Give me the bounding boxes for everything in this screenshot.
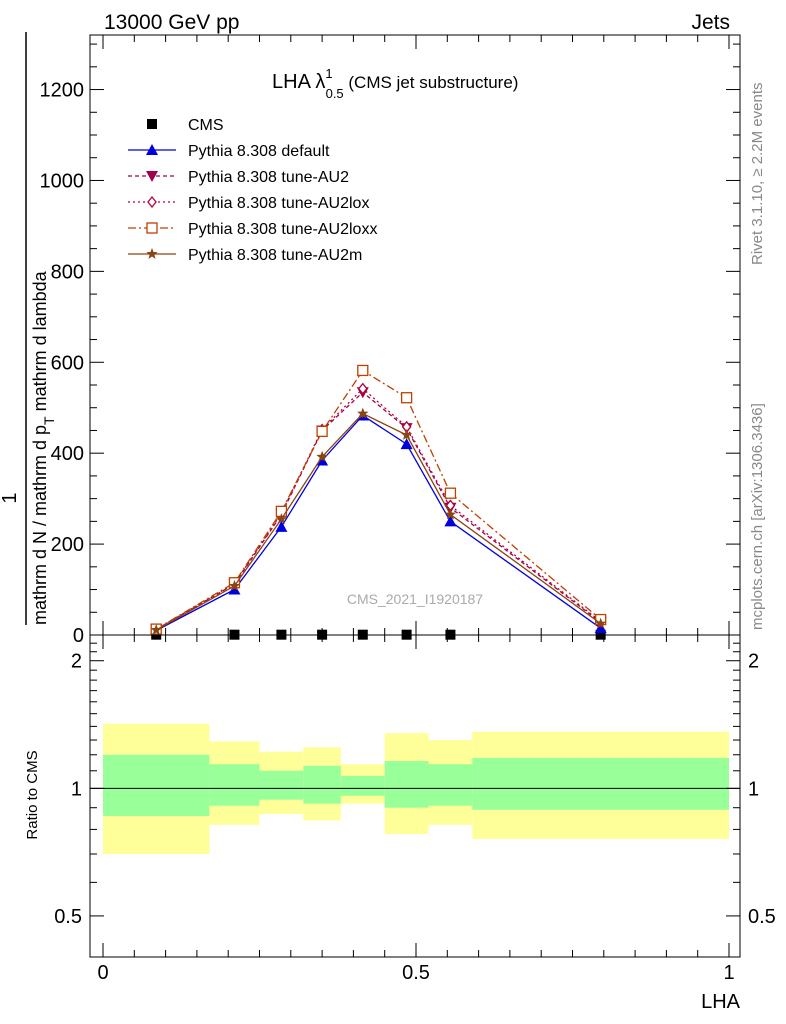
data-point	[357, 382, 368, 395]
ratio-y-tick-label-right: 2	[748, 651, 759, 673]
series-5	[150, 407, 607, 635]
y-tick-label: 600	[51, 352, 84, 374]
series-line	[155, 414, 602, 632]
chart-title: LHA λ1 0.5 (CMS jet substructure)	[272, 66, 518, 101]
rivet-label: Rivet 3.1.10, ≥ 2.2M events	[749, 83, 766, 266]
inner-band-bin	[384, 761, 429, 808]
legend-entry: Pythia 8.308 tune-AU2m	[128, 247, 362, 264]
legend-label: Pythia 8.308 tune-AU2loxx	[188, 221, 377, 238]
data-point	[444, 508, 457, 520]
data-point	[400, 392, 413, 404]
legend-entry: Pythia 8.308 tune-AU2loxx	[128, 221, 377, 238]
data-point	[400, 438, 413, 450]
legend-marker	[146, 248, 158, 259]
data-point	[357, 407, 369, 419]
ratio-y-tick-label-right: 0.5	[748, 906, 776, 928]
y-tick-label: 200	[51, 534, 84, 556]
ratio-y-label: Ratio to CMS	[24, 750, 41, 839]
x-tick-label: 0.5	[402, 962, 430, 984]
x-tick-label: 1	[723, 962, 734, 984]
y-tick-label: 1000	[40, 170, 85, 192]
legend-marker	[146, 222, 158, 234]
legend-entry: Pythia 8.308 default	[128, 143, 330, 160]
legend-label: Pythia 8.308 tune-AU2lox	[188, 195, 369, 212]
inner-band-bin	[259, 770, 304, 800]
data-point	[400, 429, 413, 440]
data-point	[150, 624, 162, 635]
legend-marker	[146, 144, 158, 155]
ratio-bands	[103, 723, 729, 854]
data-point	[316, 425, 328, 438]
data-point	[595, 617, 607, 629]
ratio-y-tick-label: 2	[71, 651, 82, 673]
x-tick-label: 0	[97, 962, 108, 984]
inner-band-bin	[103, 754, 210, 817]
legend-entry: CMS	[147, 117, 224, 134]
ratio-y-tick-label: 0.5	[54, 906, 82, 928]
ratio-y-tick-label: 1	[71, 778, 82, 800]
data-point	[444, 515, 457, 527]
x-axis-label: LHA	[701, 991, 741, 1013]
ylabel-denominator: mathrm d N / mathrm d pT mathrm d lambda	[30, 270, 57, 625]
data-point	[275, 513, 288, 524]
top-y-label: 1 mathrm d N / mathrm d pT mathrm d lamb…	[0, 32, 57, 625]
y-tick-label: 800	[51, 261, 84, 283]
ylabel-numerator: 1	[0, 492, 21, 503]
inner-band-bin	[340, 775, 385, 796]
y-tick-label: 0	[73, 625, 84, 647]
data-point	[228, 579, 241, 591]
legend-marker	[147, 195, 157, 209]
legend-label: Pythia 8.308 tune-AU2	[188, 169, 349, 186]
mcplots-label: mcplots.cern.ch [arXiv:1306.3436]	[749, 403, 766, 630]
inner-band-bin	[209, 764, 260, 806]
ratio-panel-frame	[89, 634, 741, 958]
series-line	[155, 391, 602, 631]
legend-label: Pythia 8.308 default	[188, 143, 330, 160]
data-point	[275, 520, 288, 532]
ratio-axes: 0.5 0.5 1 1 2 2 0 0.5 1	[54, 635, 776, 984]
data-point	[316, 450, 328, 462]
data-point	[444, 487, 457, 499]
header-left: 13000 GeV pp	[104, 11, 239, 34]
inner-band-bin	[472, 757, 729, 810]
header-right: Jets	[691, 11, 730, 34]
data-point	[357, 364, 369, 377]
legend-entry: Pythia 8.308 tune-AU2	[128, 169, 349, 186]
legend-marker	[146, 171, 158, 182]
legend-label: CMS	[188, 117, 224, 134]
y-tick-label: 1200	[40, 80, 85, 102]
y-tick-label: 400	[51, 443, 84, 465]
watermark: CMS_2021_I1920187	[347, 591, 483, 607]
legend-marker	[147, 119, 157, 129]
ratio-y-tick-label-right: 1	[748, 778, 759, 800]
legend: CMS Pythia 8.308 default Pythia 8.308 tune…	[128, 117, 377, 264]
legend-label: Pythia 8.308 tune-AU2m	[188, 247, 362, 264]
legend-entry: Pythia 8.308 tune-AU2lox	[128, 195, 369, 212]
inner-band-bin	[303, 765, 341, 804]
series-line	[155, 412, 602, 631]
inner-band-bin	[428, 764, 473, 806]
top-axes: 0 200 400 600 800 1000 1200	[40, 35, 740, 647]
